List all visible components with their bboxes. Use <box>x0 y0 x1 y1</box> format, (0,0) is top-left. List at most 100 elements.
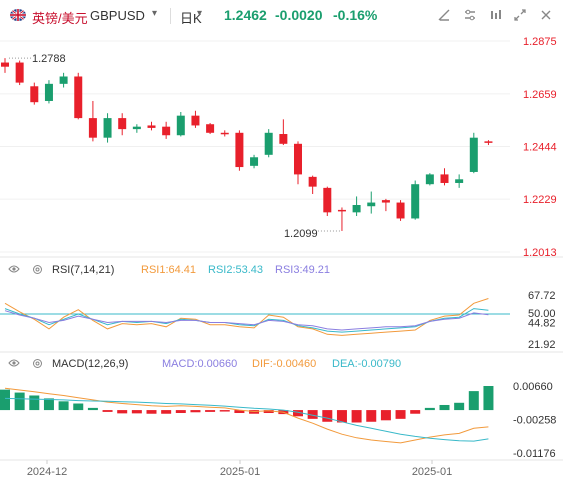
candle <box>250 157 259 166</box>
candle <box>455 179 464 183</box>
candle <box>206 124 215 133</box>
candle <box>323 187 332 213</box>
macd-line-dea <box>4 397 489 442</box>
macd-bar <box>117 410 128 414</box>
rsi3-value: RSI3:49.21 <box>275 264 331 276</box>
dif-value: DIF:-0.00460 <box>252 358 317 370</box>
macd-bar <box>175 410 186 414</box>
low-label: 1.2099 <box>284 228 318 240</box>
macd-bar <box>73 403 84 411</box>
candle <box>162 126 171 136</box>
candle <box>279 134 288 144</box>
macd-bar <box>146 410 157 414</box>
macd-bar <box>43 398 54 411</box>
macd-bar <box>410 410 421 414</box>
uk-flag-icon <box>10 9 26 21</box>
macd-bar <box>395 410 406 419</box>
price-change: -0.0020 <box>275 7 323 23</box>
macd-y-tick: -0.00258 <box>513 415 556 427</box>
candle <box>440 174 449 183</box>
macd-bar <box>87 407 98 411</box>
rsi-line-rsi2 <box>4 308 489 333</box>
candle <box>103 118 112 138</box>
last-price: 1.2462 <box>224 7 267 23</box>
candle <box>220 132 229 135</box>
indicator-icon[interactable] <box>489 8 507 26</box>
macd-bar <box>58 401 69 411</box>
rsi-line-rsi3 <box>4 310 489 331</box>
macd-y-tick: -0.01176 <box>513 448 556 460</box>
chart-header: 英镑/美元 GBPUSD ▾ 日K ▾ 1.2462 -0.0020 -0.16… <box>0 0 563 32</box>
candle <box>411 184 420 219</box>
macd-bar <box>454 402 465 411</box>
candle <box>118 118 127 130</box>
y-tick-label: 1.2013 <box>523 247 557 259</box>
high-label: 1.2788 <box>32 53 66 65</box>
candle <box>381 200 390 203</box>
macd-bar <box>190 410 201 413</box>
chevron-down-icon[interactable]: ▾ <box>197 8 203 19</box>
candle <box>425 174 434 185</box>
dea-value: DEA:-0.00790 <box>332 358 402 370</box>
y-tick-label: 1.2229 <box>523 194 557 206</box>
price-change-pct: -0.16% <box>333 7 378 23</box>
macd-bar <box>205 410 216 412</box>
candle <box>30 86 39 103</box>
rsi-label: RSI(7,14,21) <box>52 264 115 276</box>
macd-bar <box>366 410 377 422</box>
macd-line-dif <box>4 387 489 444</box>
settings-icon[interactable] <box>463 8 481 26</box>
candle <box>74 76 83 119</box>
macd-bar <box>219 410 230 412</box>
candle <box>147 125 156 128</box>
candle <box>396 202 405 219</box>
candle <box>367 202 376 207</box>
macd-bar <box>293 410 303 417</box>
close-icon[interactable] <box>539 8 557 26</box>
rsi-y-tick: 67.72 <box>528 290 556 302</box>
x-tick-label: 2025-01 <box>412 466 452 478</box>
macd-bar <box>483 386 494 411</box>
rsi-y-tick: 21.92 <box>528 339 556 351</box>
fullscreen-icon[interactable] <box>513 8 531 26</box>
rsi-y-tick: 44.82 <box>528 318 556 330</box>
macd-label: MACD(12,26,9) <box>52 358 129 370</box>
x-tick-label: 2024-12 <box>27 466 67 478</box>
macd-bar <box>14 392 25 411</box>
candle <box>132 126 141 130</box>
pair-symbol[interactable]: GBPUSD <box>90 8 145 23</box>
macd-bar <box>161 410 172 414</box>
period-selector[interactable]: 日K <box>180 11 202 26</box>
macd-bar <box>307 410 318 419</box>
macd-bar <box>263 410 274 414</box>
candle <box>191 115 200 126</box>
rsi2-value: RSI2:53.43 <box>208 264 264 276</box>
candle <box>469 137 478 172</box>
macd-bar <box>102 410 113 412</box>
draw-icon[interactable] <box>437 8 455 26</box>
chevron-down-icon[interactable]: ▾ <box>152 8 158 19</box>
candle <box>15 62 24 83</box>
candle <box>176 115 185 136</box>
macd-bar <box>131 410 142 414</box>
pair-name-cn[interactable]: 英镑/美元 <box>32 11 88 26</box>
candle <box>337 209 346 212</box>
macd-bar <box>439 404 450 411</box>
candle <box>308 176 317 187</box>
macd-y-tick: 0.00660 <box>513 381 553 393</box>
y-tick-label: 1.2659 <box>523 89 557 101</box>
candle <box>59 76 68 84</box>
candle <box>1 62 9 67</box>
macd-bar <box>424 407 435 411</box>
divider <box>170 8 171 24</box>
macd-bar <box>0 389 10 411</box>
candle <box>352 205 361 213</box>
candle <box>44 83 53 101</box>
x-tick-label: 2025-01 <box>220 466 260 478</box>
candle <box>264 132 273 155</box>
rsi-y-tick: 50.00 <box>528 308 556 320</box>
candle <box>88 118 97 138</box>
rsi-line-rsi1 <box>4 298 489 336</box>
macd-bar <box>351 410 362 423</box>
